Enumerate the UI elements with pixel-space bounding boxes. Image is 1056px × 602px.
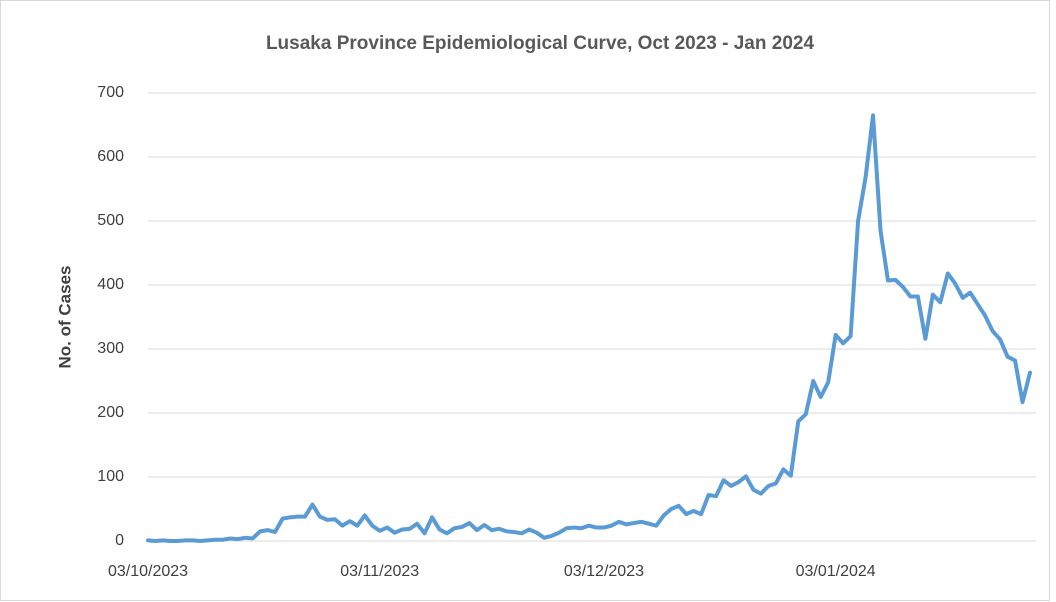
chart-title: Lusaka Province Epidemiological Curve, O…: [266, 33, 815, 54]
y-tick-label: 400: [97, 276, 124, 293]
x-tick-label: 03/12/2023: [564, 563, 644, 580]
x-tick-label: 03/11/2023: [340, 563, 419, 580]
y-axis-label: No. of Cases: [55, 266, 74, 369]
y-tick-label: 200: [97, 404, 124, 421]
x-tick-label: 03/10/2023: [108, 563, 188, 580]
y-tick-label: 700: [97, 84, 124, 101]
x-tick-label: 03/01/2024: [796, 563, 876, 580]
line-series: [146, 113, 1032, 543]
y-tick-label: 100: [97, 468, 124, 485]
y-tick-label: 0: [115, 532, 124, 549]
y-tick-label: 500: [97, 212, 124, 229]
y-tick-label: 300: [97, 340, 124, 357]
y-tick-label: 600: [97, 148, 124, 165]
